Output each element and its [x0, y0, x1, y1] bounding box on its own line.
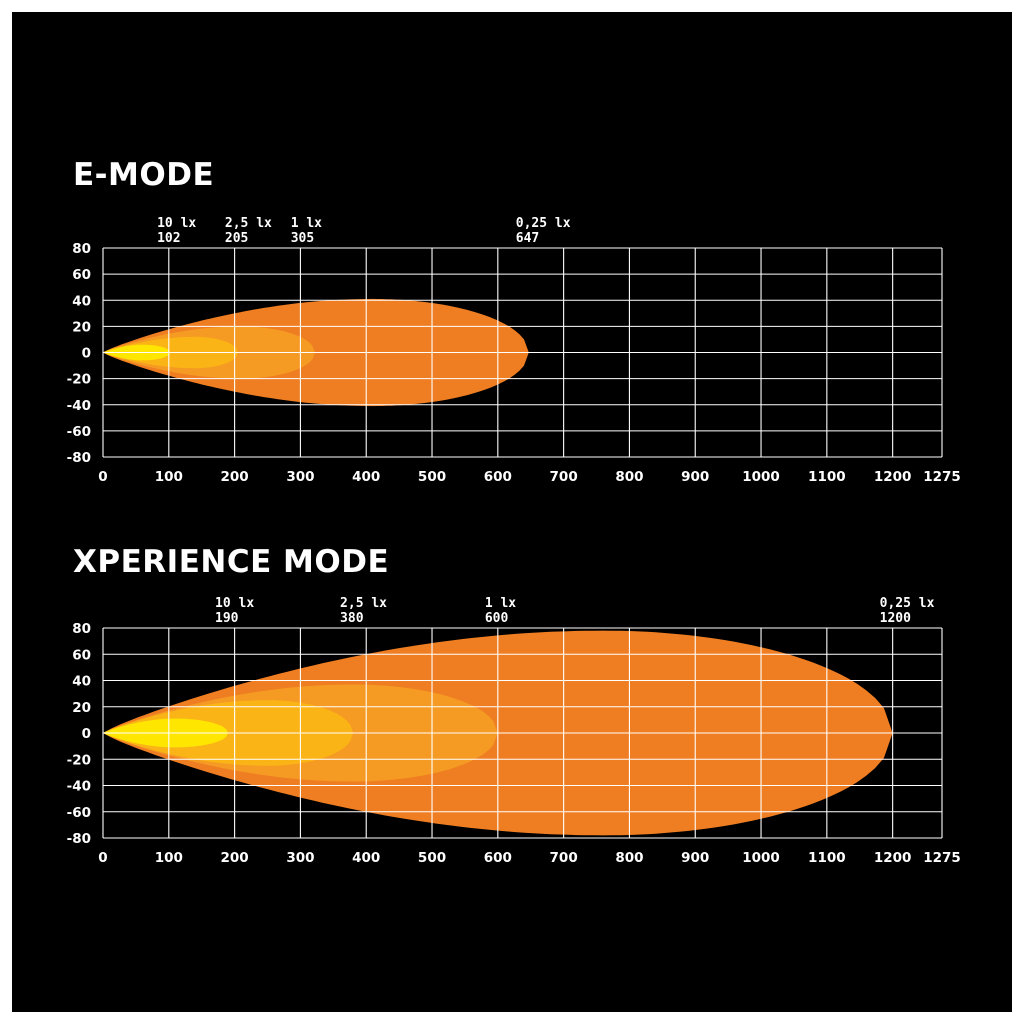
chart-frame	[12, 12, 1012, 1012]
xperience-title: XPERIENCE MODE	[73, 544, 390, 580]
emode-title: E-MODE	[73, 157, 215, 193]
